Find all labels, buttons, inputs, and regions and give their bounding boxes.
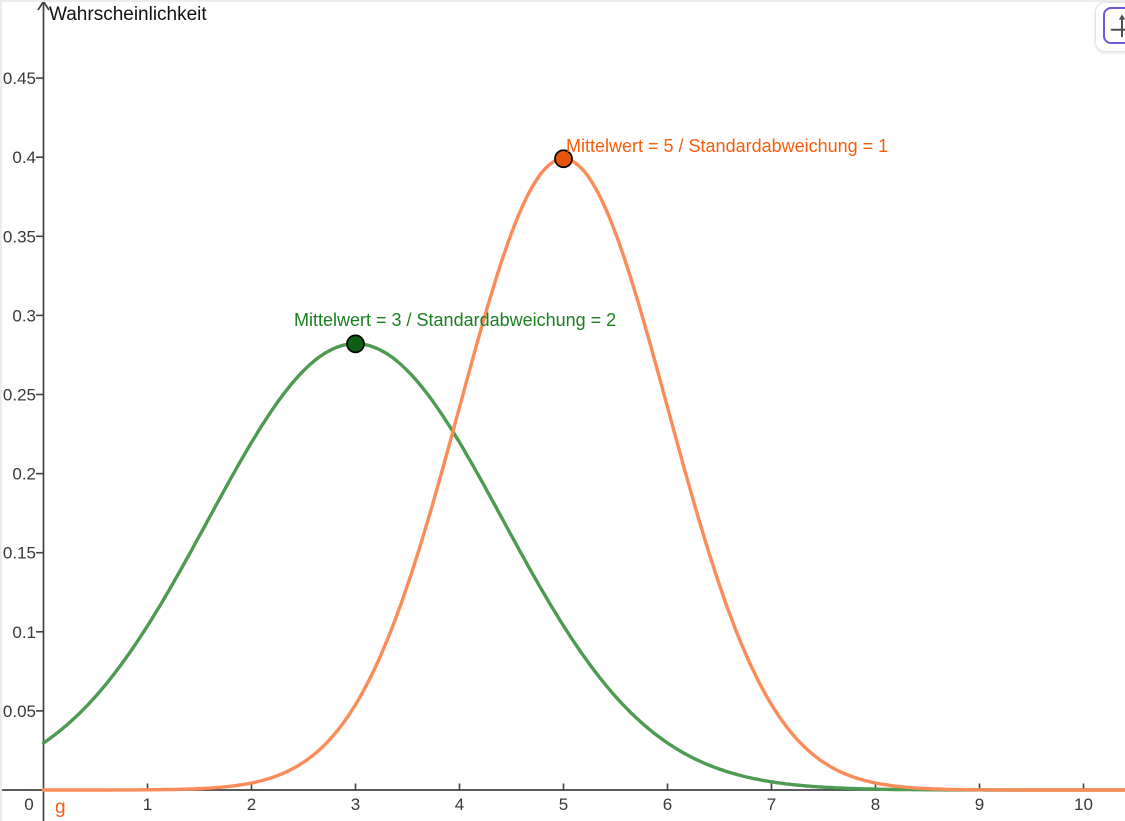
move-graphics-view-icon (1110, 13, 1125, 37)
function-g-label[interactable]: g (55, 797, 66, 818)
x-tick-label: 5 (559, 795, 568, 814)
peak-point-series-0[interactable] (346, 334, 365, 354)
curve-label-mean3[interactable]: Mittelwert = 3 / Standardabweichung = 2 (294, 310, 617, 330)
x-tick-label: 4 (455, 795, 464, 814)
toolbar-card (1095, 2, 1125, 52)
x-tick-label: 3 (351, 795, 360, 814)
y-axis-title: Wahrscheinlichkeit (49, 4, 207, 25)
x-tick-label: 1 (143, 795, 152, 814)
curve-label-mean5[interactable]: Mittelwert = 5 / Standardabweichung = 1 (566, 136, 889, 156)
window-edge-left (0, 0, 2, 821)
y-tick-label: 0.3 (12, 306, 36, 325)
y-tick-label: 0.2 (12, 465, 36, 484)
y-tick-label: 0.05 (3, 702, 36, 721)
x-tick-label: 10 (1074, 795, 1093, 814)
x-tick-label: 7 (767, 795, 776, 814)
curve-series-1[interactable] (41, 157, 1125, 792)
x-tick-label: 0 (24, 795, 33, 814)
y-tick-label: 0.25 (3, 386, 36, 405)
y-tick-label: 0.35 (3, 227, 36, 246)
x-tick-label: 6 (663, 795, 672, 814)
x-tick-label: 2 (247, 795, 256, 814)
y-tick-label: 0.1 (12, 623, 36, 642)
curve-series-0[interactable] (41, 342, 1125, 792)
y-tick-label: 0.15 (3, 544, 36, 563)
y-tick-label: 0.4 (12, 148, 36, 167)
peak-point-series-1[interactable] (554, 149, 573, 169)
y-tick-label: 0.45 (3, 69, 36, 88)
x-tick-label: 8 (871, 795, 880, 814)
move-graphics-view-button[interactable] (1103, 7, 1125, 44)
window-edge-top (0, 0, 1125, 2)
x-tick-label: 9 (975, 795, 984, 814)
